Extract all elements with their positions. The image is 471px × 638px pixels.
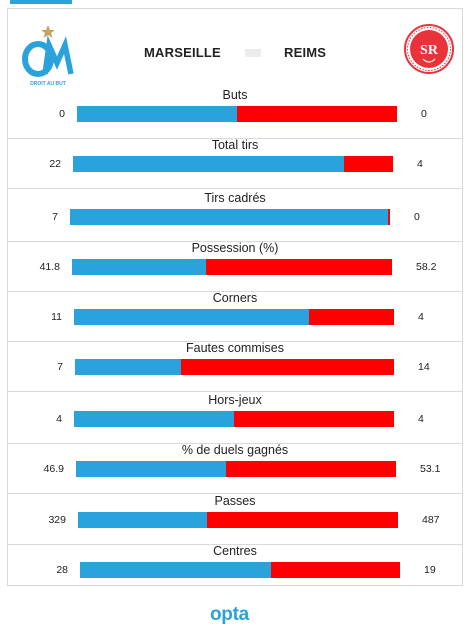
stat-label: Tirs cadrés	[204, 191, 266, 205]
home-bar-segment	[78, 512, 208, 528]
row-divider	[8, 138, 462, 139]
away-bar-segment	[270, 562, 400, 578]
home-bar-segment	[73, 156, 344, 172]
away-logo-text: SR	[420, 43, 439, 58]
stat-row: Fautes commises 7 14	[8, 341, 462, 392]
stat-bar	[80, 562, 400, 578]
stat-label: Possession (%)	[191, 241, 279, 255]
away-bar-segment	[226, 461, 396, 477]
row-divider	[8, 188, 462, 189]
stat-row: Hors-jeux 4 4	[8, 393, 462, 444]
row-divider	[8, 493, 462, 494]
home-value: 4	[56, 413, 62, 425]
stat-label: Passes	[214, 494, 256, 508]
away-bar-segment	[388, 209, 390, 225]
home-logo-text: DROIT AU BUT	[30, 81, 66, 87]
home-value: 7	[52, 211, 58, 223]
row-divider	[8, 241, 462, 242]
row-divider	[8, 443, 462, 444]
match-stats-card: DROIT AU BUT MARSEILLE REIMS SR Buts 0 0 To…	[7, 8, 463, 586]
away-bar-segment	[308, 309, 394, 325]
away-value: 53.1	[420, 463, 441, 475]
stat-bar	[73, 156, 393, 172]
stat-label: Centres	[213, 544, 257, 558]
top-accent-bar	[10, 0, 72, 4]
row-divider	[8, 544, 462, 545]
home-value: 46.9	[43, 463, 64, 475]
home-bar-segment	[70, 209, 389, 225]
stat-label: Total tirs	[211, 138, 259, 152]
stat-label: Fautes commises	[186, 341, 284, 355]
away-value: 19	[424, 564, 436, 576]
opta-brand-logo: opta	[210, 604, 249, 625]
away-value: 4	[418, 311, 424, 323]
away-bar-segment	[181, 359, 394, 375]
row-divider	[8, 391, 462, 392]
away-value: 487	[422, 514, 440, 526]
row-divider	[8, 291, 462, 292]
stat-bar	[74, 309, 394, 325]
home-value: 41.8	[39, 261, 60, 273]
home-bar-segment	[76, 461, 227, 477]
away-value: 0	[414, 211, 420, 223]
away-value: 4	[418, 413, 424, 425]
stat-bar	[75, 359, 394, 375]
stat-row: Possession (%) 41.8 58.2	[8, 241, 462, 292]
home-bar-segment	[74, 309, 309, 325]
home-team-name: MARSEILLE	[144, 45, 221, 60]
stat-row: % de duels gagnés 46.9 53.1	[8, 443, 462, 494]
away-bar-segment	[207, 512, 398, 528]
away-bar-segment	[343, 156, 393, 172]
home-bar-segment	[72, 259, 206, 275]
stat-row: Centres 28 19	[8, 544, 462, 595]
home-bar-segment	[80, 562, 271, 578]
stat-row: Total tirs 22 4	[8, 138, 462, 189]
home-value: 0	[59, 108, 65, 120]
stat-row: Buts 0 0	[8, 88, 462, 139]
away-value: 58.2	[416, 261, 437, 273]
home-bar-segment	[74, 411, 234, 427]
stat-bar	[76, 461, 396, 477]
home-value: 22	[49, 158, 61, 170]
away-value: 14	[418, 361, 430, 373]
marseille-logo-icon: DROIT AU BUT	[22, 25, 74, 87]
away-bar-segment	[205, 259, 392, 275]
versus-separator	[245, 49, 261, 57]
home-bar-segment	[75, 359, 182, 375]
reims-logo-icon: SR	[404, 24, 454, 74]
stat-bar	[72, 259, 392, 275]
stat-label: Corners	[212, 291, 258, 305]
match-header: DROIT AU BUT MARSEILLE REIMS SR	[8, 9, 462, 89]
home-value: 11	[51, 311, 62, 323]
stat-bar	[74, 411, 394, 427]
away-value: 4	[417, 158, 423, 170]
home-value: 7	[57, 361, 63, 373]
stat-row: Corners 11 4	[8, 291, 462, 342]
stat-row: Passes 329 487	[8, 494, 462, 545]
away-bar-segment	[237, 106, 397, 122]
stat-label: Buts	[222, 88, 248, 102]
row-divider	[8, 341, 462, 342]
stat-bar	[70, 209, 390, 225]
away-team-name: REIMS	[284, 45, 327, 60]
away-value: 0	[421, 108, 427, 120]
stat-row: Tirs cadrés 7 0	[8, 191, 462, 242]
home-bar-segment	[77, 106, 237, 122]
away-bar-segment	[234, 411, 394, 427]
stat-bar	[77, 106, 397, 122]
stat-label: % de duels gagnés	[181, 443, 289, 457]
home-value: 329	[48, 514, 66, 526]
home-value: 28	[56, 564, 68, 576]
stat-label: Hors-jeux	[208, 393, 262, 407]
stat-bar	[78, 512, 398, 528]
